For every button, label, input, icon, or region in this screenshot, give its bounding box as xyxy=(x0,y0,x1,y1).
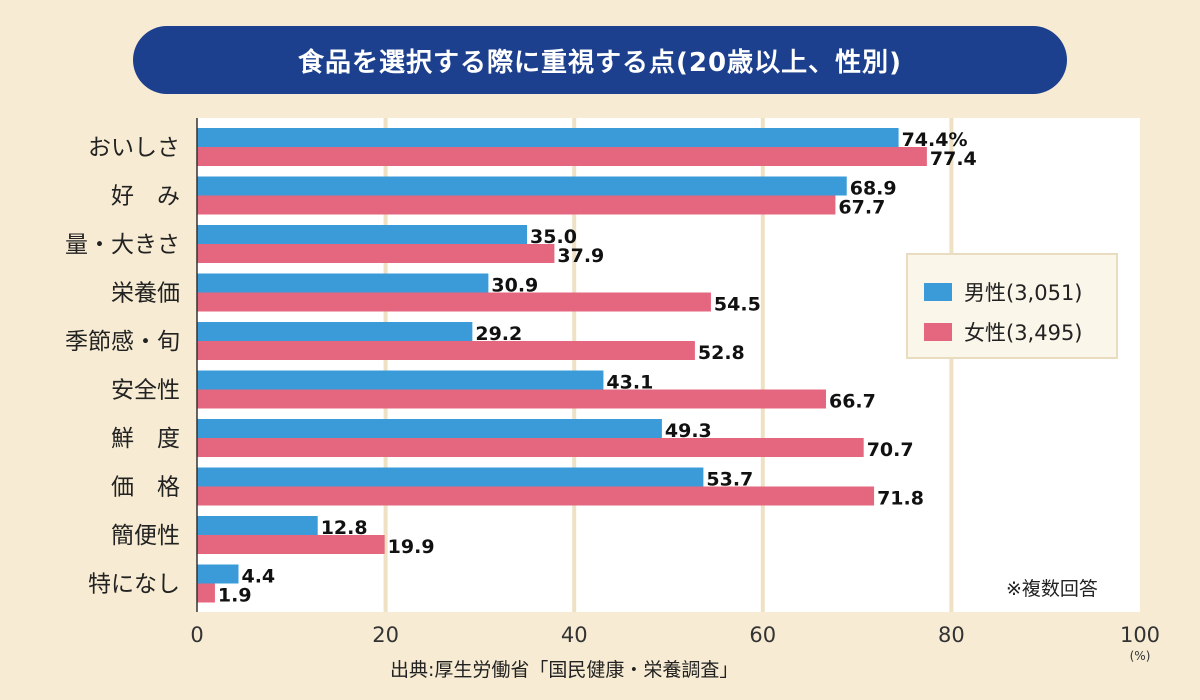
bar-male xyxy=(197,322,473,341)
category-label: 量・大きさ xyxy=(65,232,180,258)
bar-male xyxy=(197,564,239,584)
value-label-male: 4.4 xyxy=(241,566,275,588)
bar-male xyxy=(197,176,847,196)
legend-item-female: 女性(3,495) xyxy=(924,317,1083,347)
value-label-female: 37.9 xyxy=(557,245,604,267)
value-label-female: 70.7 xyxy=(867,439,914,461)
category-label: 安全性 xyxy=(111,378,180,404)
bar-female xyxy=(197,244,555,263)
x-axis-ticks: 0 20 40 60 80 100 xyxy=(190,623,1160,647)
value-labels: 74.4%77.4 68.967.7 35.037.9 30.9 54.5 29.2 52.… xyxy=(218,129,977,607)
value-label-female: 67.7 xyxy=(838,197,885,219)
note-multiple-answers: ※複数回答 xyxy=(1006,578,1098,600)
value-label-female: 52.8 xyxy=(698,342,745,364)
value-label-male: 12.8 xyxy=(321,517,368,539)
bar-female xyxy=(197,292,711,312)
category-label: 簡便性 xyxy=(111,523,180,549)
bar-male xyxy=(197,128,899,147)
value-label-male: 53.7 xyxy=(706,469,753,491)
source-citation: 出典:厚生労働省「国民健康・栄養調査」 xyxy=(390,659,739,681)
category-label: 特になし xyxy=(88,572,180,598)
bar-male xyxy=(197,467,704,487)
legend-label-female: 女性(3,495) xyxy=(964,321,1083,345)
value-label-female: 19.9 xyxy=(388,536,435,558)
bar-female xyxy=(197,195,836,215)
x-tick-label: 80 xyxy=(938,623,965,647)
value-label-female: 71.8 xyxy=(877,488,924,510)
category-label: 価 格 xyxy=(111,475,180,501)
bar-male xyxy=(197,225,528,244)
chart-title: 食品を選択する際に重視する点(20歳以上、性別) xyxy=(133,26,1067,94)
x-tick-label: 0 xyxy=(190,623,203,647)
legend-item-male: 男性(3,051) xyxy=(924,277,1083,307)
legend-swatch-male xyxy=(924,283,952,301)
x-axis-unit: (%) xyxy=(1130,649,1151,663)
value-label-female: 1.9 xyxy=(218,585,252,607)
value-label-male: 49.3 xyxy=(665,420,712,442)
bar-female xyxy=(197,438,864,457)
value-label-male: 29.2 xyxy=(475,323,522,345)
value-label-female: 66.7 xyxy=(829,391,876,413)
bar-male xyxy=(197,370,604,390)
value-label-male: 35.0 xyxy=(530,226,577,248)
x-tick-label: 20 xyxy=(372,623,399,647)
value-label-male: 43.1 xyxy=(606,372,653,394)
value-label-female: 54.5 xyxy=(714,294,761,316)
legend-label-male: 男性(3,051) xyxy=(964,281,1083,305)
bar-male xyxy=(197,273,489,293)
bar-male xyxy=(197,516,318,535)
category-label: 季節感・旬 xyxy=(65,329,180,355)
value-label-female: 77.4 xyxy=(930,148,977,170)
category-label: おいしさ xyxy=(88,135,180,161)
bar-female xyxy=(197,486,875,506)
bar-male xyxy=(197,419,662,438)
value-label-male: 68.9 xyxy=(850,178,897,200)
category-label: 栄養価 xyxy=(111,281,180,307)
bar-female xyxy=(197,341,695,360)
value-label-male: 30.9 xyxy=(491,275,538,297)
bars xyxy=(197,128,927,603)
legend: 男性(3,051) 女性(3,495) xyxy=(906,253,1118,359)
value-label-male: 74.4% xyxy=(902,129,968,151)
bar-female xyxy=(197,583,215,603)
bar-female xyxy=(197,535,385,554)
x-tick-label: 40 xyxy=(561,623,588,647)
category-label: 好 み xyxy=(111,184,180,210)
bar-female xyxy=(197,147,927,166)
x-tick-label: 60 xyxy=(749,623,776,647)
legend-swatch-female xyxy=(924,323,952,341)
x-tick-label: 100 xyxy=(1120,623,1160,647)
bar-female xyxy=(197,389,826,409)
category-label: 鮮 度 xyxy=(111,426,180,452)
